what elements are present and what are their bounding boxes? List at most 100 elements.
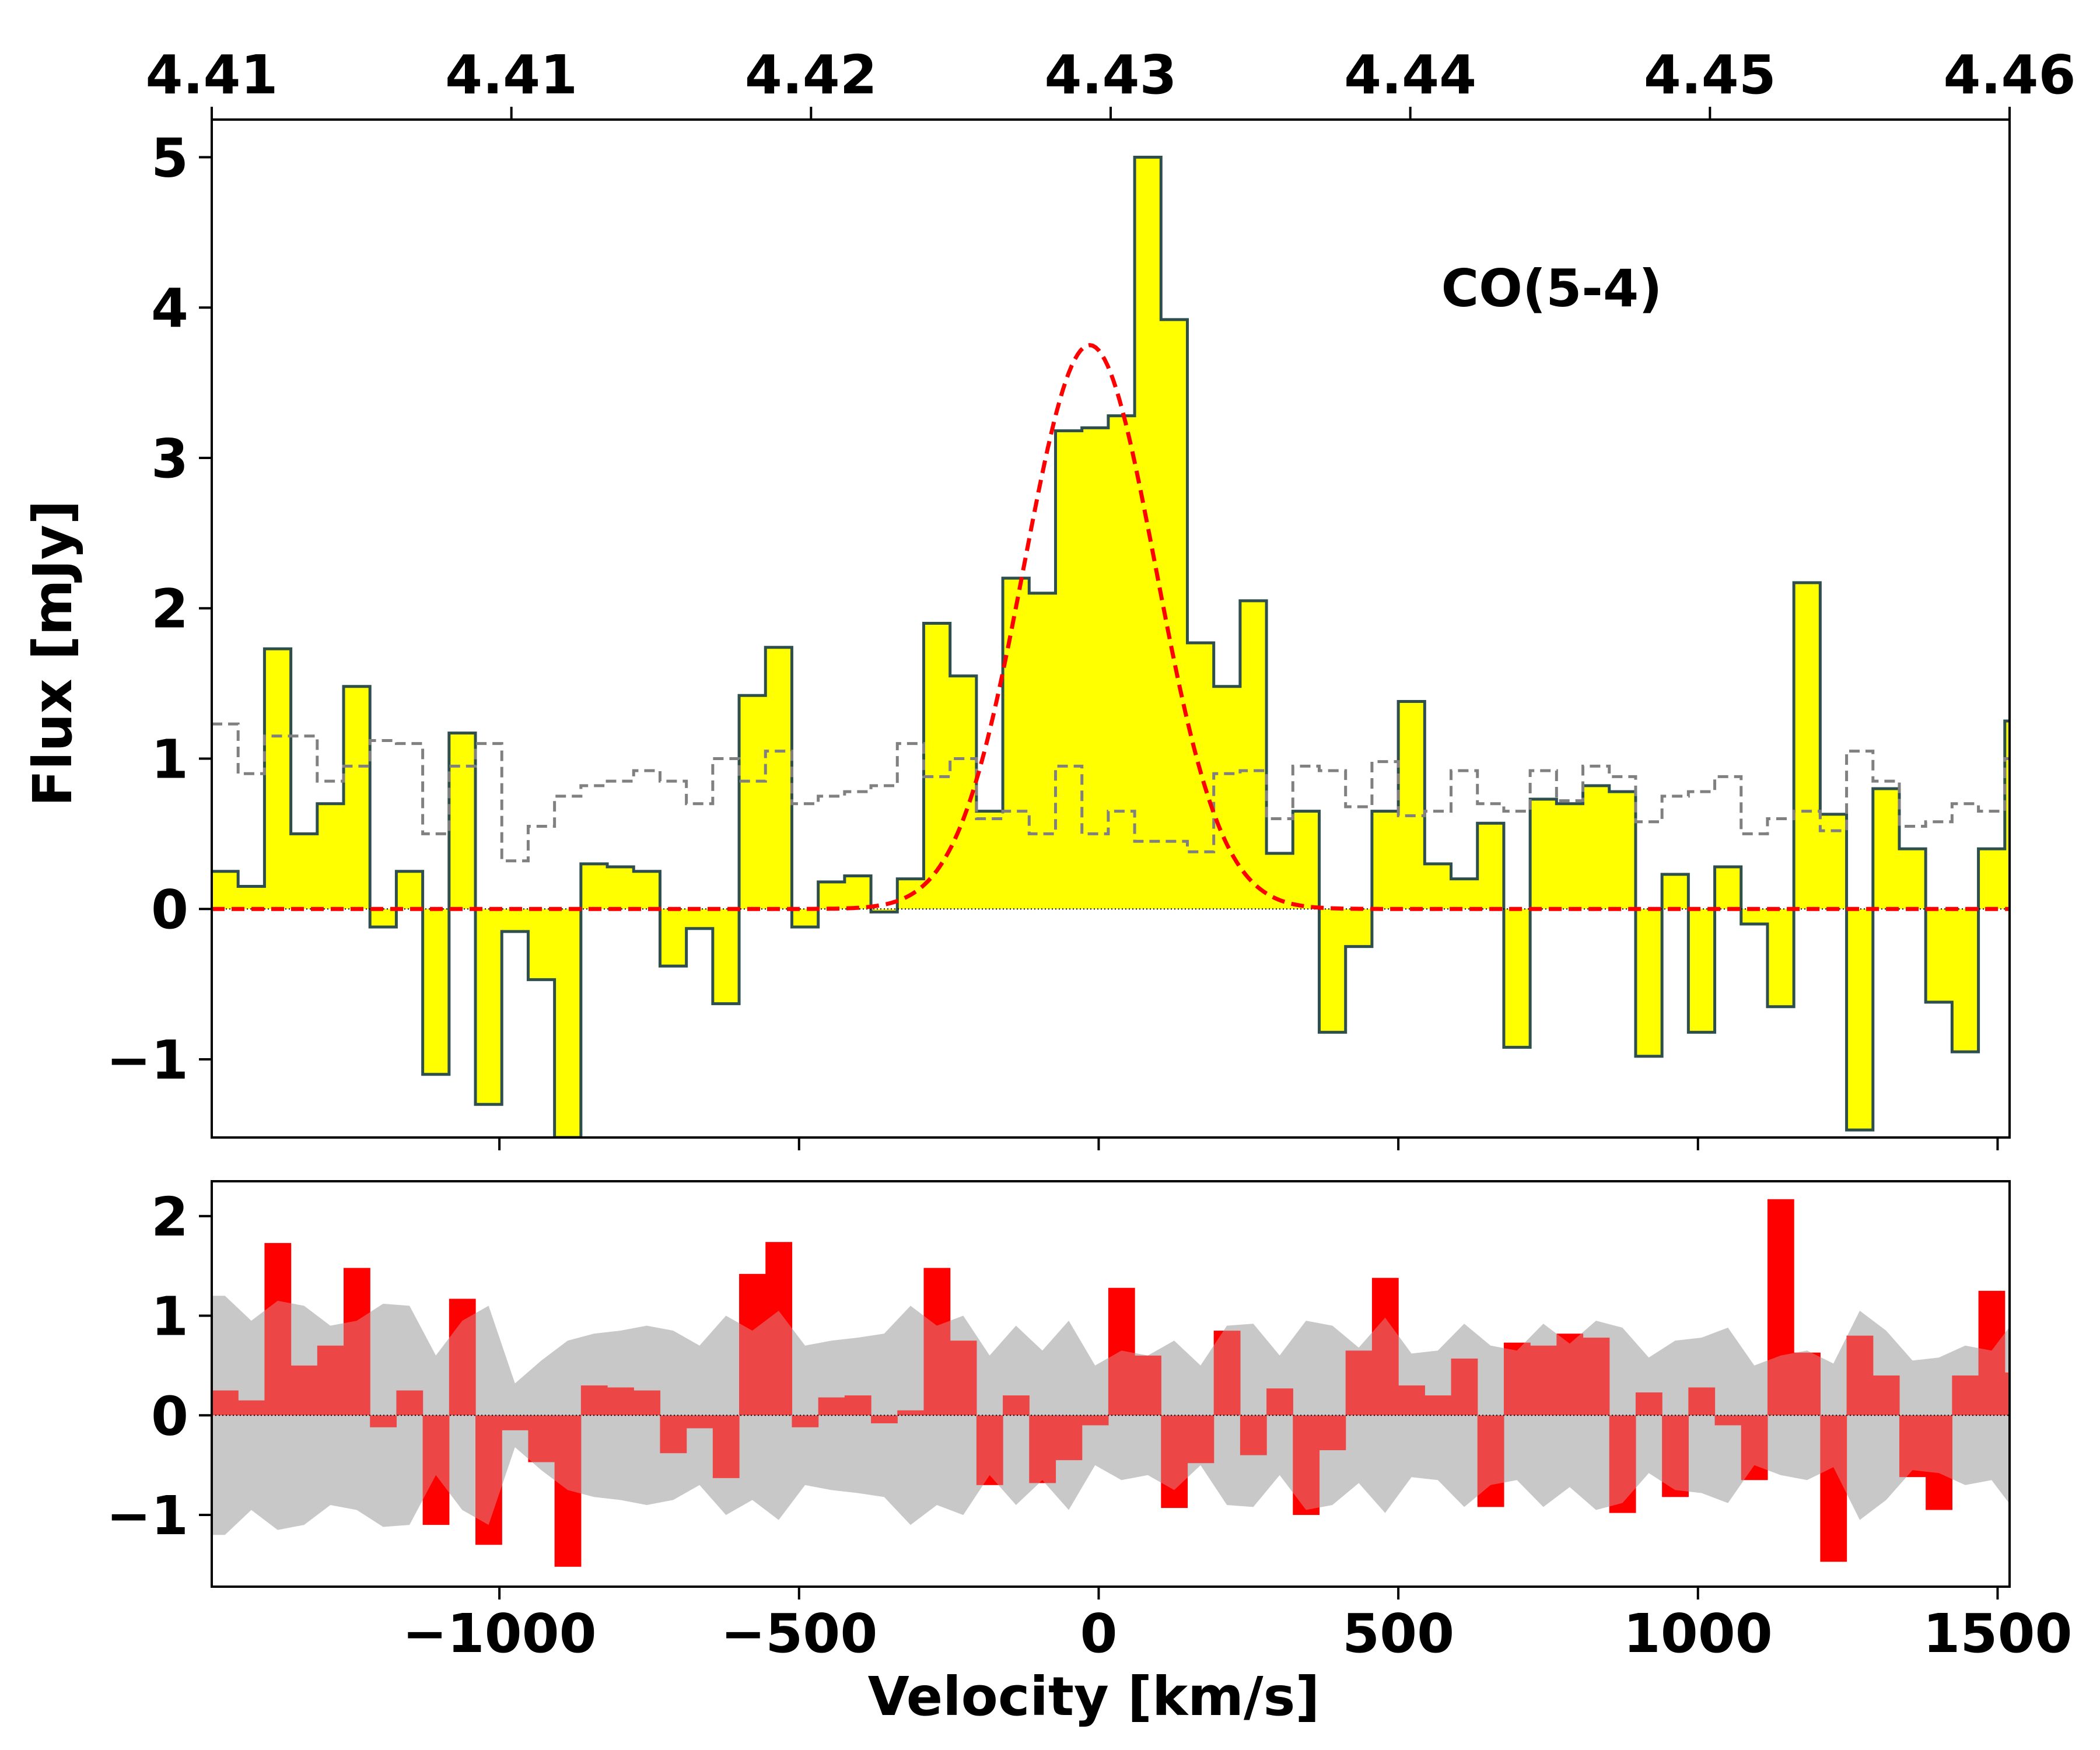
flux-bar bbox=[1240, 600, 1267, 909]
line-label: CO(5-4) bbox=[1441, 258, 1662, 318]
noise-step-line bbox=[212, 722, 2010, 863]
residual-bar bbox=[1767, 1199, 1794, 1416]
flux-bar bbox=[1451, 878, 1478, 909]
residual-frame bbox=[211, 1180, 2011, 1588]
flux-bar bbox=[317, 803, 344, 909]
flux-bar bbox=[1714, 867, 1742, 909]
flux-bar bbox=[580, 863, 608, 909]
residual-bar bbox=[1266, 1388, 1293, 1416]
top-x-tick-label: 4.42 bbox=[745, 44, 877, 106]
flux-bar bbox=[1635, 909, 1662, 1056]
flux-bar bbox=[976, 811, 1003, 909]
residual-bar bbox=[1503, 1342, 1531, 1416]
residual-bar bbox=[1371, 1278, 1399, 1416]
residual-bar bbox=[449, 1298, 476, 1416]
residual-bar bbox=[1741, 1415, 1768, 1480]
residual-bar bbox=[1108, 1287, 1135, 1416]
y-axis-title: Flux [mJy] bbox=[22, 500, 84, 806]
flux-bar bbox=[1503, 909, 1531, 1048]
flux-bar bbox=[1398, 701, 1425, 909]
flux-bar bbox=[1082, 428, 1109, 909]
flux-bar bbox=[818, 881, 845, 909]
residual-bar bbox=[712, 1415, 740, 1478]
residual-bar bbox=[2004, 1372, 2010, 1416]
flux-bar bbox=[1293, 811, 1320, 909]
residual-bar bbox=[422, 1415, 450, 1525]
flux-bar bbox=[475, 909, 502, 1105]
residual-bar bbox=[1794, 1352, 1821, 1416]
flux-bar bbox=[238, 886, 265, 909]
residual-bar bbox=[1135, 1355, 1161, 1416]
flux-bar bbox=[1055, 430, 1083, 909]
flux-bar bbox=[1741, 909, 1768, 924]
y-tick-label: 5 bbox=[151, 127, 188, 189]
residual-bar bbox=[554, 1415, 582, 1567]
residual-bar bbox=[396, 1390, 424, 1416]
residual-bar bbox=[212, 1390, 239, 1416]
residual-bar bbox=[317, 1345, 344, 1416]
residual-bar bbox=[976, 1415, 1003, 1485]
spectrum-panel: −1 0 1 2 3 4 5 4.41 4.41 4.42 4.43 4.44 4.45 4.46 CO(… bbox=[22, 44, 2076, 1150]
residual-bar bbox=[1662, 1415, 1689, 1497]
flux-bar bbox=[607, 867, 634, 909]
residual-bar bbox=[580, 1385, 608, 1416]
y-tick-label: 2 bbox=[151, 578, 188, 640]
y-tick-label: −1 bbox=[106, 1029, 188, 1091]
noise-band-overlay bbox=[212, 1296, 2010, 1535]
flux-bar bbox=[765, 647, 793, 909]
x-tick-label: 1000 bbox=[1623, 1602, 1773, 1665]
flux-bar bbox=[449, 733, 476, 909]
flux-bar bbox=[1556, 803, 1584, 909]
flux-bar bbox=[1820, 814, 1847, 909]
residual-bar bbox=[344, 1268, 370, 1416]
residual-bar bbox=[1899, 1415, 1926, 1478]
flux-bar bbox=[554, 909, 582, 1138]
flux-bar bbox=[712, 909, 740, 1004]
residual-bar bbox=[950, 1340, 977, 1416]
flux-bar bbox=[344, 686, 370, 909]
residual-bar bbox=[1688, 1387, 1716, 1416]
residual-bar bbox=[1952, 1375, 1979, 1416]
flux-bar bbox=[1424, 863, 1452, 909]
flux-bar bbox=[502, 909, 529, 932]
residual-bar bbox=[1873, 1375, 1900, 1416]
flux-bar bbox=[1371, 811, 1399, 909]
residual-bar bbox=[1398, 1385, 1425, 1416]
flux-bar bbox=[634, 871, 661, 909]
residual-bar bbox=[370, 1415, 397, 1427]
flux-bar bbox=[1926, 909, 1952, 1003]
residual-bar bbox=[792, 1415, 819, 1427]
residual-bar bbox=[1635, 1392, 1662, 1416]
flux-bar bbox=[1952, 909, 1979, 1052]
flux-bar bbox=[1345, 909, 1373, 947]
residual-bar bbox=[1187, 1415, 1214, 1464]
residual-bar bbox=[1820, 1415, 1847, 1562]
top-x-tick-label: 4.45 bbox=[1644, 44, 1776, 106]
x-tick-label: 500 bbox=[1342, 1602, 1454, 1665]
residual-bar bbox=[1556, 1334, 1584, 1416]
flux-bar bbox=[739, 695, 766, 909]
flux-bar bbox=[686, 909, 713, 929]
residual-bar bbox=[1345, 1350, 1373, 1416]
residual-bar bbox=[502, 1415, 529, 1430]
flux-bar bbox=[660, 909, 687, 967]
flux-bar bbox=[1187, 642, 1214, 909]
flux-bar bbox=[1477, 823, 1504, 909]
flux-bar bbox=[212, 871, 239, 909]
residual-bar bbox=[1978, 1290, 2006, 1416]
residual-bar bbox=[1240, 1415, 1267, 1455]
flux-bar bbox=[1873, 789, 1900, 909]
residual-bar bbox=[765, 1242, 793, 1416]
flux-bar bbox=[1213, 686, 1241, 909]
flux-bar bbox=[844, 876, 872, 909]
flux-bar bbox=[1794, 582, 1821, 909]
flux-bar bbox=[1029, 593, 1056, 909]
flux-bar bbox=[1530, 799, 1557, 909]
top-x-tick-label: 4.41 bbox=[146, 44, 278, 106]
residual-bar bbox=[1609, 1415, 1636, 1513]
residual-bar bbox=[634, 1390, 661, 1416]
residual-bar bbox=[844, 1395, 872, 1416]
top-x-tick-label: 4.46 bbox=[1944, 44, 2076, 106]
residual-bar bbox=[1714, 1415, 1742, 1426]
flux-bar bbox=[1319, 909, 1346, 1032]
